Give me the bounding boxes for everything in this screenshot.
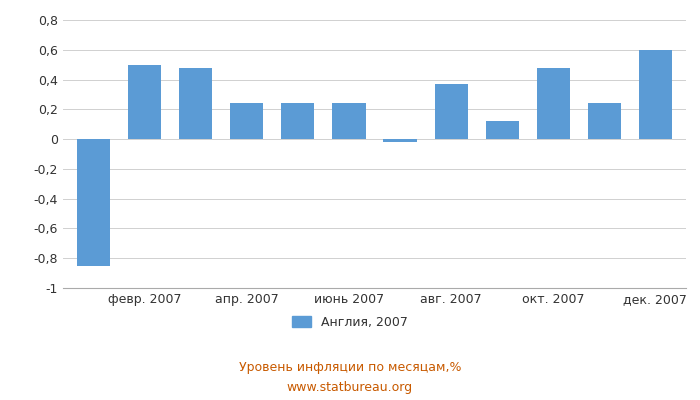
Bar bbox=[332, 103, 365, 139]
Bar bbox=[486, 121, 519, 139]
Bar bbox=[435, 84, 468, 139]
Bar bbox=[537, 68, 570, 139]
Bar bbox=[384, 139, 416, 142]
Bar bbox=[588, 103, 621, 139]
Bar bbox=[179, 68, 212, 139]
Bar bbox=[230, 103, 263, 139]
Bar bbox=[128, 65, 161, 139]
Bar bbox=[281, 103, 314, 139]
Legend: Англия, 2007: Англия, 2007 bbox=[287, 311, 413, 334]
Text: Уровень инфляции по месяцам,%: Уровень инфляции по месяцам,% bbox=[239, 362, 461, 374]
Bar bbox=[639, 50, 672, 139]
Bar bbox=[77, 139, 110, 266]
Text: www.statbureau.org: www.statbureau.org bbox=[287, 382, 413, 394]
